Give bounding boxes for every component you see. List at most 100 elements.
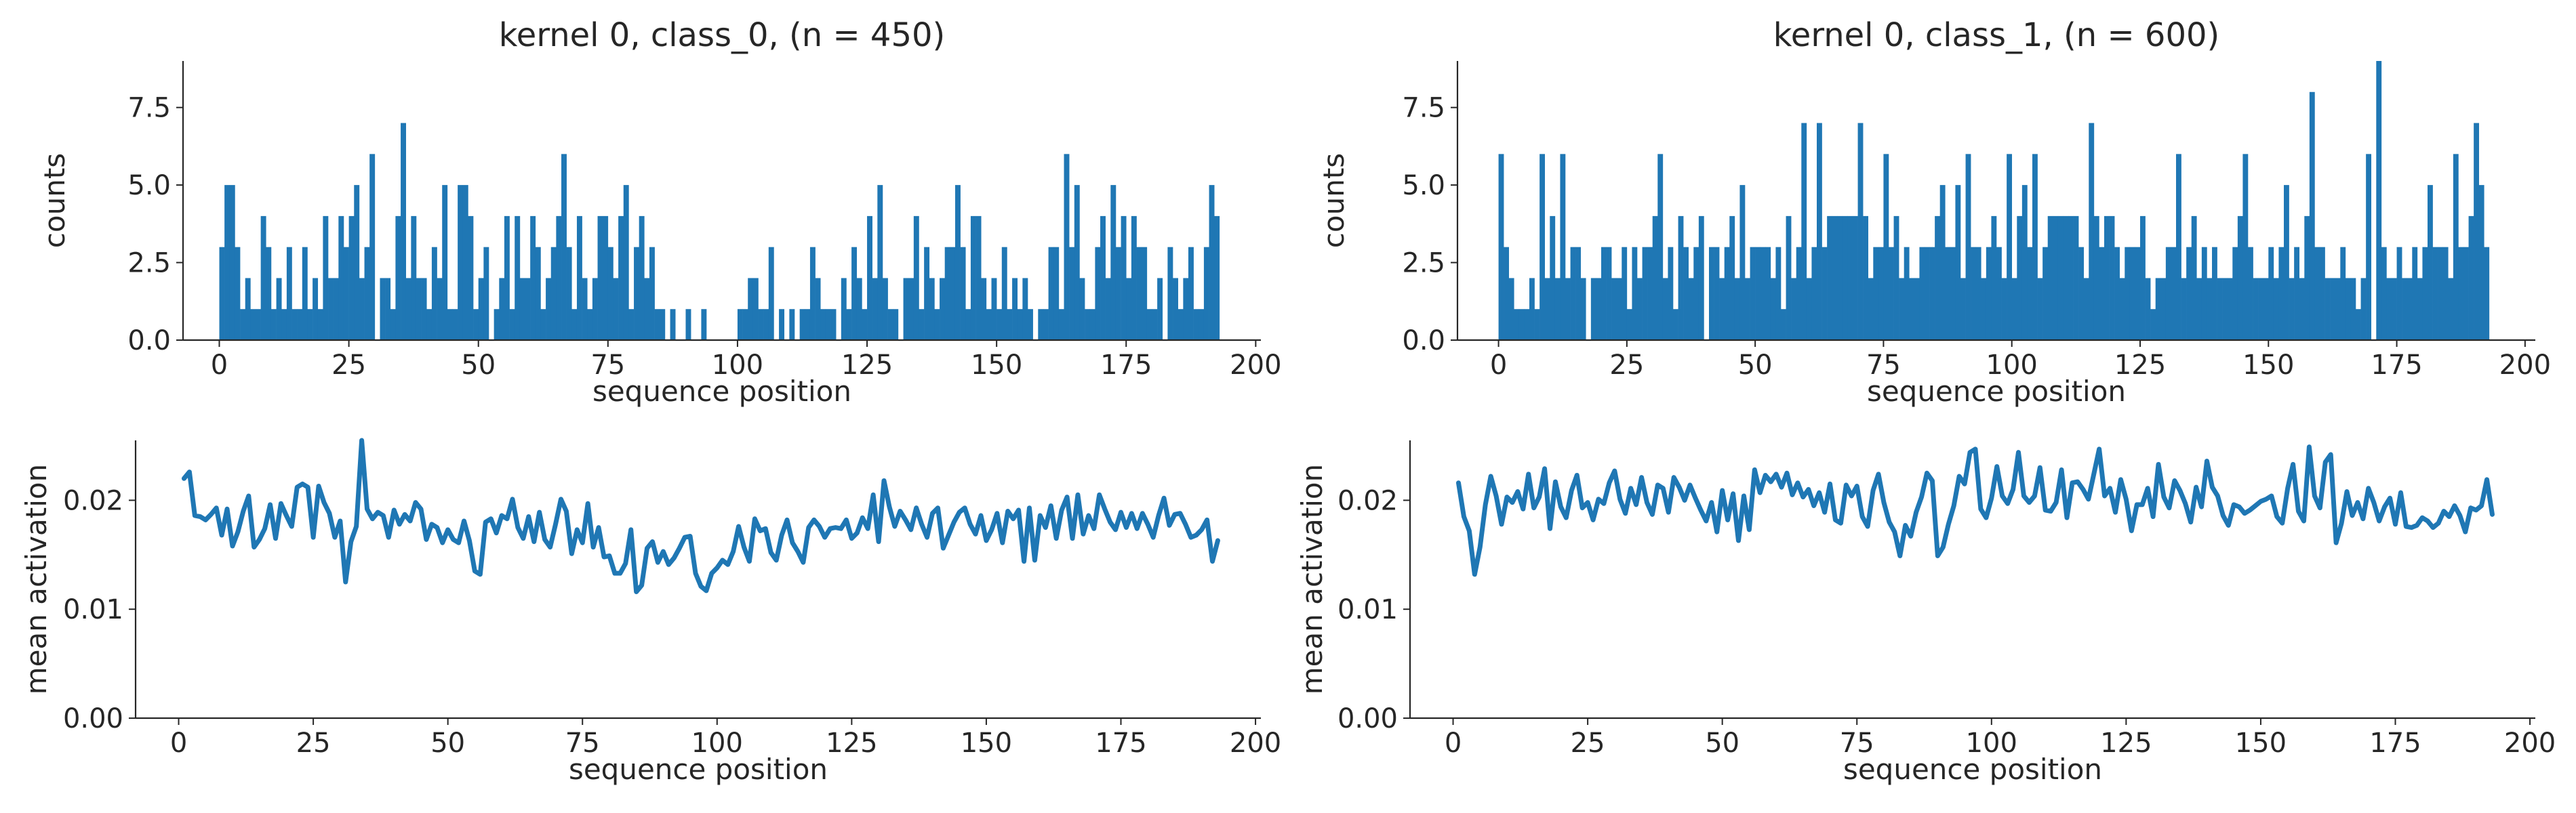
bar [1950,247,1956,340]
bar [867,215,872,340]
bar [887,309,893,340]
x-tick-label: 25 [331,350,366,381]
x-tick-label: 125 [2100,728,2152,759]
bar [530,215,536,340]
bar [944,247,950,340]
bar [613,278,619,340]
bar [1719,278,1725,340]
bar [2135,247,2141,340]
y-tick-label: 0.02 [1337,485,1398,516]
bar [997,309,1003,340]
x-axis-label: sequence position [592,375,851,408]
bar [1539,154,1546,340]
bar [1683,247,1689,340]
bar [639,215,645,340]
bar [250,309,256,340]
bar [2083,278,2089,340]
bar [1100,215,1106,340]
bar [1981,278,1987,340]
y-tick-label: 0.02 [63,485,123,516]
x-tick-label: 125 [826,728,877,759]
bar [2407,278,2413,340]
chart-title: kernel 0, class_1, (n = 600) [1773,16,2220,54]
bar [1203,247,1209,340]
bar [2463,247,2469,340]
x-tick-label: 150 [971,350,1022,381]
bar [2422,247,2428,340]
bar [421,278,427,340]
bar [323,215,329,340]
bar [908,278,914,340]
bar [2474,123,2480,340]
x-tick-label: 125 [841,350,893,381]
bar [2201,247,2207,340]
bar [815,278,821,340]
bar [934,309,940,340]
y-tick-label: 2.5 [1402,248,1445,279]
bar [411,215,417,340]
bar [789,309,795,340]
bar [2027,247,2033,340]
bar [1575,247,1582,340]
bar [1909,278,1915,340]
bar [401,123,406,340]
bar [2017,215,2023,340]
bar [1601,247,1607,340]
x-axis-label: sequence position [1843,753,2102,786]
bar [1837,215,1843,340]
bar [882,278,888,340]
bar [1570,247,1576,340]
bar [841,278,847,340]
y-tick-label: 5.0 [1402,170,1445,201]
bar [1167,247,1173,340]
bar [2396,247,2402,340]
bar [913,215,919,340]
bar [240,309,246,340]
x-tick-label: 150 [961,728,1012,759]
bar [1801,123,1807,340]
bar [235,247,241,340]
bar [1053,247,1060,340]
bar [1136,247,1142,340]
bar [2335,278,2341,340]
bar [2237,215,2243,340]
bar [556,215,562,340]
bar [1028,309,1033,340]
bar [509,309,515,340]
bar [2484,247,2490,340]
x-tick-label: 75 [565,728,600,759]
bar [2078,247,2085,340]
bar [1986,247,1992,340]
bar [975,215,982,340]
bar [2191,215,2197,340]
bar [2227,278,2233,340]
bar [965,309,971,340]
bar [660,309,666,340]
bar [302,247,308,340]
bar [929,278,935,340]
x-axis-label: sequence position [1867,375,2126,408]
x-tick-label: 200 [1230,350,1281,381]
bar [1832,215,1838,340]
x-tick-label: 25 [296,728,331,759]
bar [245,278,251,340]
y-tick-label: 7.5 [1402,93,1445,124]
bar [1622,247,1628,340]
bar [1606,247,1612,340]
bar [343,247,349,340]
bar [333,278,339,340]
bar [286,247,292,340]
chart-title: kernel 0, class_0, (n = 450) [499,16,946,54]
bar [628,309,635,340]
bar [224,185,230,340]
bar [1775,247,1782,340]
bar [328,278,334,340]
bar [550,247,557,340]
bar [2428,185,2433,340]
x-tick-label: 150 [2235,728,2287,759]
bar [1580,278,1586,340]
bar [1079,278,1085,340]
bar [1647,247,1653,340]
bar [1965,154,1971,340]
bar [2392,278,2397,340]
